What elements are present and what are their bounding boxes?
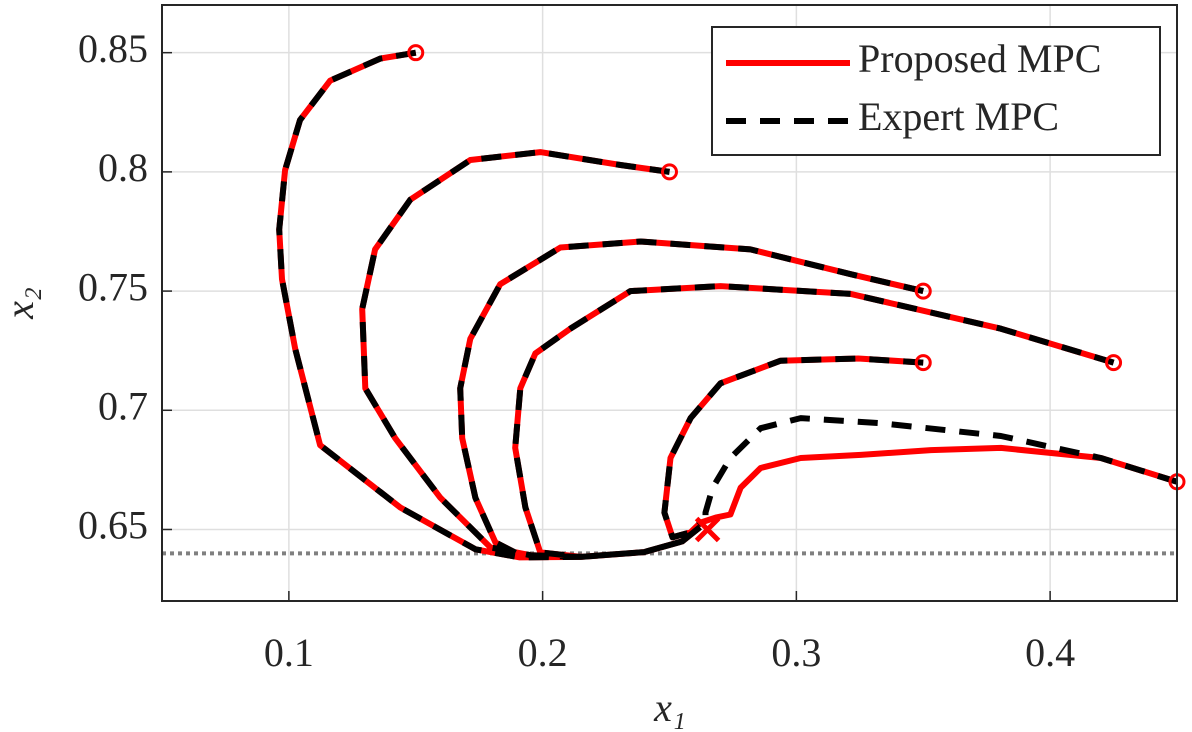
x-tick-label: 0.3	[771, 630, 821, 675]
start-marker	[661, 163, 678, 181]
x-axis-label: x₁	[653, 685, 686, 730]
start-marker	[914, 282, 932, 300]
x-tick-label: 0.4	[1025, 630, 1075, 675]
start-marker	[914, 354, 932, 372]
legend-box	[711, 26, 1161, 156]
y-tick-label: 0.8	[98, 145, 148, 190]
target-marker	[694, 516, 721, 543]
plot-border	[161, 4, 1178, 602]
y-tick-label: 0.75	[78, 264, 148, 309]
y-axis-label: x₂	[0, 287, 42, 320]
start-marker	[407, 44, 425, 62]
start-marker	[1105, 354, 1123, 372]
x-tick-label: 0.2	[518, 630, 568, 675]
legend-label: Proposed MPC	[858, 36, 1101, 81]
y-tick-label: 0.65	[78, 503, 148, 548]
legend-label: Expert MPC	[858, 94, 1059, 139]
x-tick-label: 0.1	[264, 630, 314, 675]
y-tick-label: 0.85	[78, 26, 148, 71]
y-tick-label: 0.7	[98, 383, 148, 428]
series-line	[276, 49, 1178, 561]
